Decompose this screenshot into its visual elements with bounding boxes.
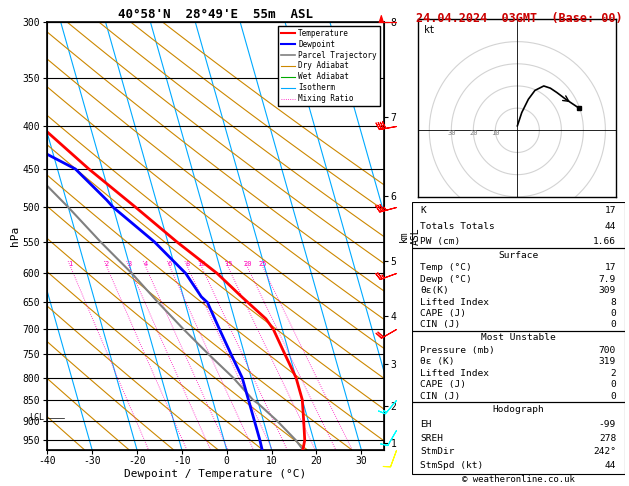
Legend: Temperature, Dewpoint, Parcel Trajectory, Dry Adiabat, Wet Adiabat, Isotherm, Mi: Temperature, Dewpoint, Parcel Trajectory… — [278, 26, 380, 106]
Text: 44: 44 — [604, 461, 616, 470]
Bar — [412, 202, 625, 248]
Text: 2: 2 — [610, 369, 616, 378]
Text: StmSpd (kt): StmSpd (kt) — [421, 461, 484, 470]
Bar — [412, 331, 625, 402]
Text: Lifted Index: Lifted Index — [421, 297, 489, 307]
X-axis label: Dewpoint / Temperature (°C): Dewpoint / Temperature (°C) — [125, 469, 306, 479]
Text: 0: 0 — [610, 392, 616, 401]
Text: Dewp (°C): Dewp (°C) — [421, 275, 472, 284]
Text: Lifted Index: Lifted Index — [421, 369, 489, 378]
Text: 1: 1 — [69, 261, 73, 267]
Text: θε(K): θε(K) — [421, 286, 449, 295]
Text: CIN (J): CIN (J) — [421, 392, 461, 401]
Text: 1.66: 1.66 — [593, 238, 616, 246]
Text: kt: kt — [424, 25, 436, 35]
Text: 17: 17 — [604, 207, 616, 215]
Text: 24.04.2024  03GMT  (Base: 00): 24.04.2024 03GMT (Base: 00) — [416, 12, 622, 25]
Text: 10: 10 — [491, 130, 499, 136]
Title: 40°58'N  28°49'E  55m  ASL: 40°58'N 28°49'E 55m ASL — [118, 8, 313, 21]
Y-axis label: km
ASL: km ASL — [399, 227, 421, 244]
Text: 8: 8 — [610, 297, 616, 307]
Text: PW (cm): PW (cm) — [421, 238, 461, 246]
Text: 242°: 242° — [593, 448, 616, 456]
Text: 278: 278 — [599, 434, 616, 443]
Text: © weatheronline.co.uk: © weatheronline.co.uk — [462, 474, 576, 484]
Text: CAPE (J): CAPE (J) — [421, 309, 467, 318]
Text: 44: 44 — [604, 222, 616, 231]
Text: 15: 15 — [224, 261, 233, 267]
Text: 10: 10 — [198, 261, 206, 267]
Text: 0: 0 — [610, 380, 616, 389]
Text: 20: 20 — [243, 261, 252, 267]
Text: -99: -99 — [599, 420, 616, 429]
Text: 3: 3 — [127, 261, 131, 267]
Text: 0: 0 — [610, 309, 616, 318]
Text: K: K — [421, 207, 426, 215]
Text: CAPE (J): CAPE (J) — [421, 380, 467, 389]
Text: CIN (J): CIN (J) — [421, 320, 461, 330]
Text: Most Unstable: Most Unstable — [481, 333, 555, 343]
Bar — [412, 402, 625, 473]
Text: θε (K): θε (K) — [421, 357, 455, 366]
Text: EH: EH — [421, 420, 432, 429]
Text: SREH: SREH — [421, 434, 443, 443]
Text: Pressure (mb): Pressure (mb) — [421, 346, 495, 355]
Text: 17: 17 — [604, 263, 616, 272]
Bar — [412, 248, 625, 331]
Text: 319: 319 — [599, 357, 616, 366]
Text: 2: 2 — [105, 261, 109, 267]
Text: 7.9: 7.9 — [599, 275, 616, 284]
Text: 700: 700 — [599, 346, 616, 355]
Text: 4: 4 — [144, 261, 148, 267]
Text: Temp (°C): Temp (°C) — [421, 263, 472, 272]
Text: StmDir: StmDir — [421, 448, 455, 456]
Text: Surface: Surface — [498, 251, 538, 260]
Text: LCL: LCL — [30, 414, 45, 422]
Text: 309: 309 — [599, 286, 616, 295]
Text: 6: 6 — [168, 261, 172, 267]
Text: Hodograph: Hodograph — [493, 405, 544, 414]
Text: Totals Totals: Totals Totals — [421, 222, 495, 231]
Text: 30: 30 — [447, 130, 455, 136]
Y-axis label: hPa: hPa — [10, 226, 20, 246]
Text: 8: 8 — [186, 261, 190, 267]
Text: 25: 25 — [259, 261, 267, 267]
Text: 20: 20 — [469, 130, 477, 136]
Text: 0: 0 — [610, 320, 616, 330]
